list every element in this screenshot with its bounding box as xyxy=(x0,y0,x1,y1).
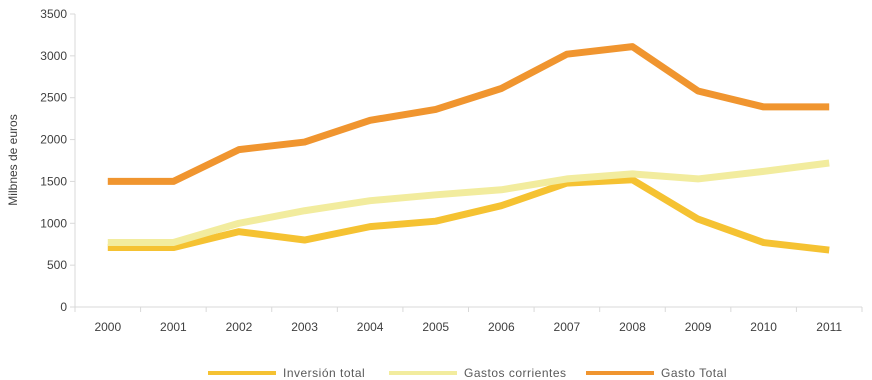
x-tick-label: 2001 xyxy=(160,320,187,334)
x-tick-label: 2005 xyxy=(422,320,449,334)
x-tick-label: 2008 xyxy=(619,320,646,334)
x-tick-label: 2003 xyxy=(291,320,318,334)
x-tick-label: 2000 xyxy=(94,320,121,334)
y-tick-label: 1500 xyxy=(40,174,67,188)
legend-label-3: Gasto Total xyxy=(661,366,727,380)
series-line-3 xyxy=(107,43,830,185)
y-tick-label: 3000 xyxy=(40,49,67,63)
y-tick-label: 2000 xyxy=(40,133,67,147)
x-tick-label: 2006 xyxy=(488,320,515,334)
x-tick-label: 2010 xyxy=(750,320,777,334)
series-line-1 xyxy=(107,176,830,254)
y-tick-label: 2500 xyxy=(40,91,67,105)
legend: Inversión total Gastos corrientes Gasto To… xyxy=(208,366,727,380)
y-tick-label: 0 xyxy=(60,300,67,314)
plot-area: 0 500 1000 1500 2000 2500 3000 3500 2000 2001 2002… xyxy=(40,7,863,334)
x-tick-label: 2009 xyxy=(685,320,712,334)
x-tick-label: 2002 xyxy=(226,320,253,334)
x-tick-label: 2004 xyxy=(357,320,384,334)
y-tick-label: 500 xyxy=(47,258,67,272)
y-axis-title: Milbnes de euros xyxy=(6,114,20,205)
x-tick-label: 2007 xyxy=(554,320,581,334)
x-tick-label: 2011 xyxy=(816,320,842,334)
y-tick-label: 3500 xyxy=(40,7,67,21)
legend-label-1: Inversión total xyxy=(283,366,365,380)
y-tick-label: 1000 xyxy=(40,216,67,230)
series-line-2 xyxy=(107,159,830,247)
legend-label-2: Gastos corrientes xyxy=(464,366,567,380)
